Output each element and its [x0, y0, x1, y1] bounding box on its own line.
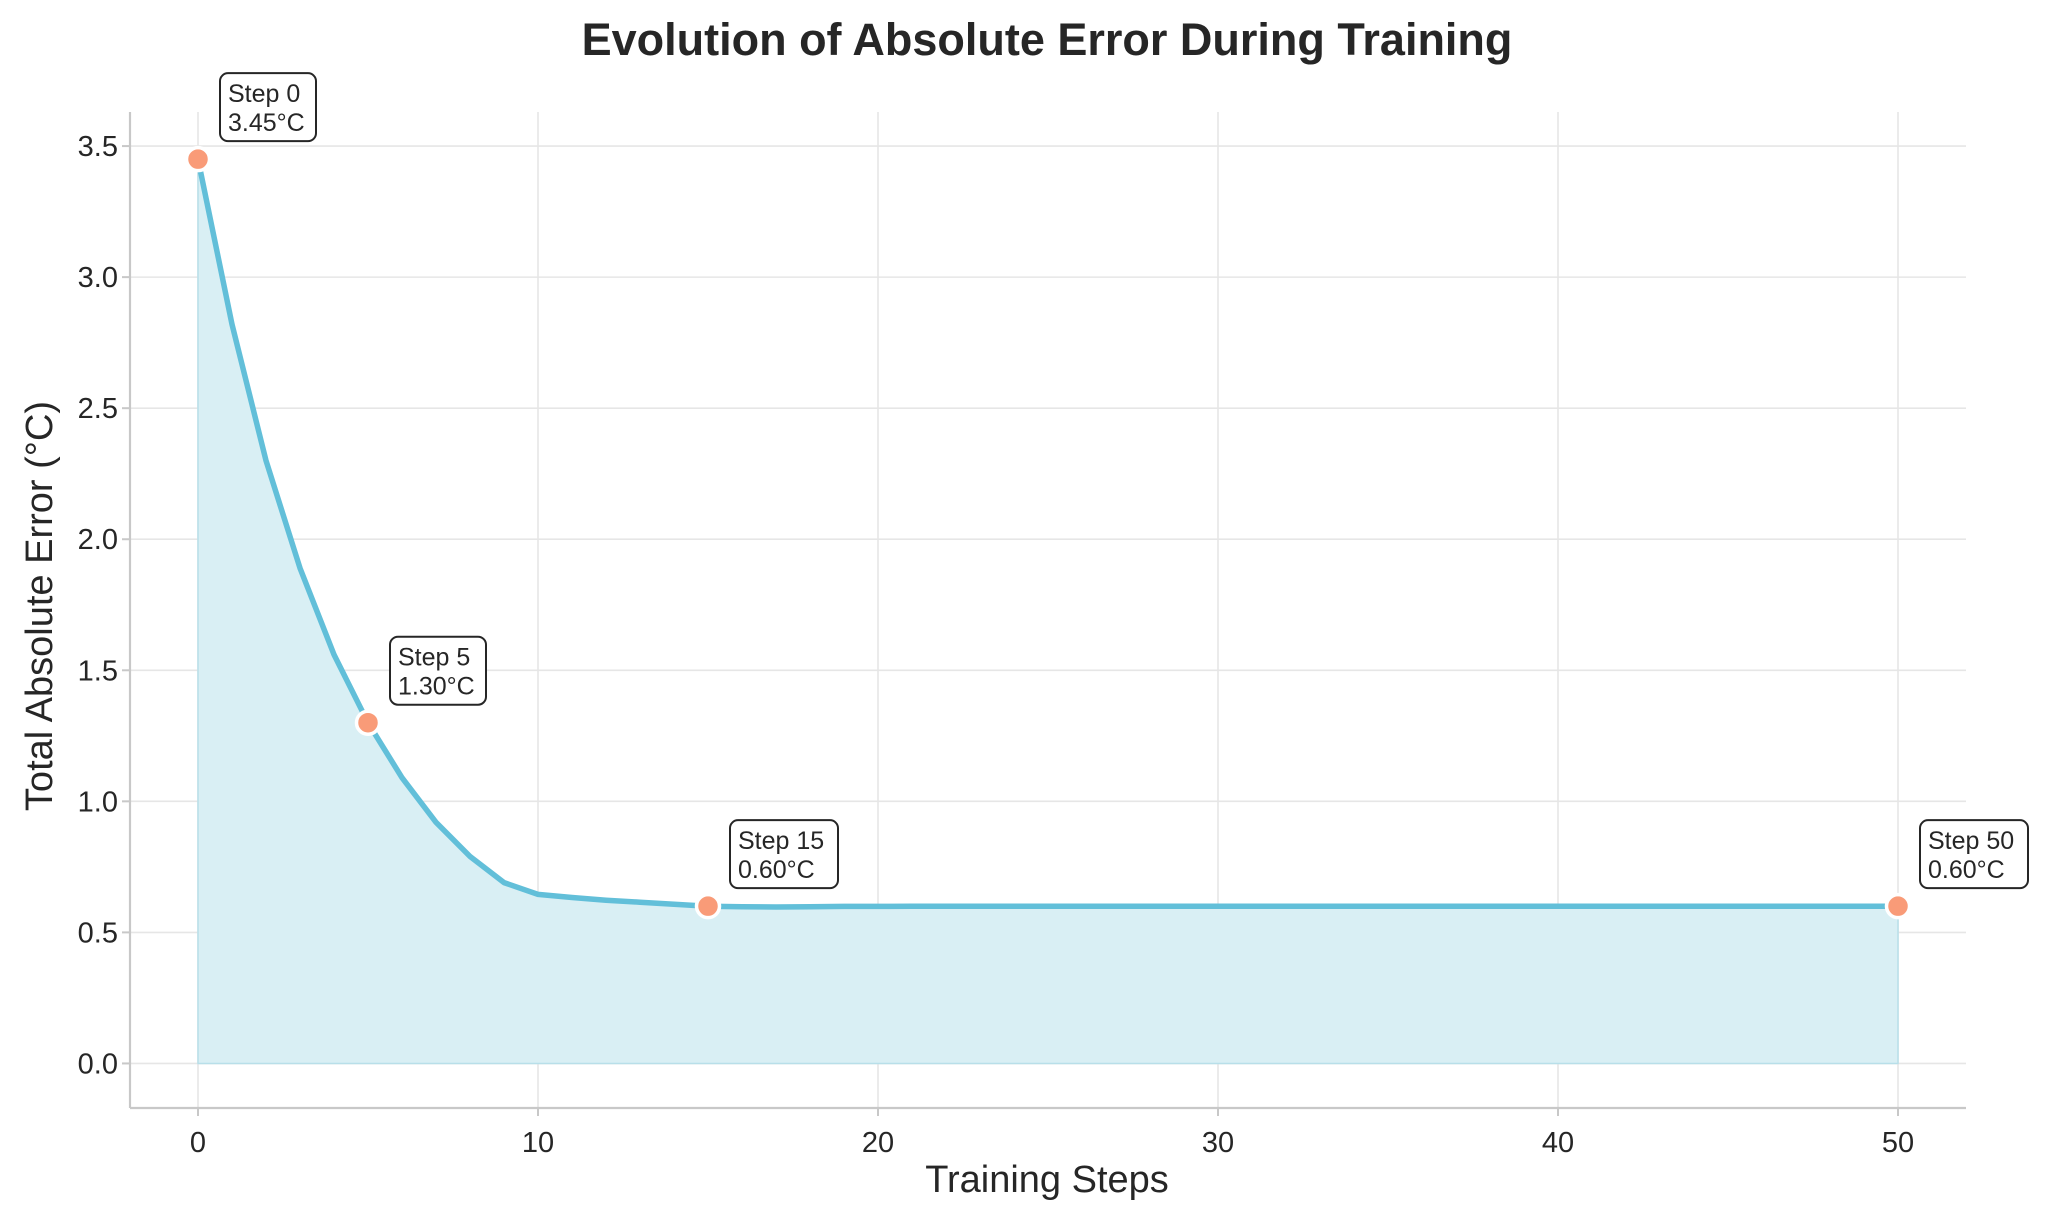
error-area	[197, 159, 1899, 1065]
annotation-box: Step 150.60°C	[729, 819, 839, 890]
x-tick-label: 30	[1202, 1127, 1234, 1159]
y-tick-label: 2.0	[78, 524, 118, 556]
x-tick-label: 20	[862, 1127, 894, 1159]
annotation-step: Step 0	[228, 80, 300, 108]
highlight-point	[694, 892, 722, 920]
annotation-value: 0.60°C	[1928, 856, 2005, 884]
highlight-point	[1884, 892, 1912, 920]
annotation-box: Step 500.60°C	[1919, 819, 2029, 890]
annotation-value: 0.60°C	[738, 856, 815, 884]
grid	[130, 112, 1966, 1108]
x-tick-label: 40	[1542, 1127, 1574, 1159]
annotation-step: Step 50	[1928, 827, 2014, 855]
x-ticks: 0 10 20 30 40 50	[190, 1108, 1914, 1159]
x-tick-label: 10	[522, 1127, 554, 1159]
y-tick-label: 1.5	[78, 655, 118, 687]
x-tick-label: 50	[1882, 1127, 1914, 1159]
annotation-step: Step 15	[738, 827, 824, 855]
annotation-box: Step 03.45°C	[219, 72, 317, 143]
annotation-frame	[1919, 819, 2029, 890]
annotation-frame	[389, 635, 487, 706]
annotation-box: Step 51.30°C	[389, 635, 487, 706]
x-axis-label: Training Steps	[925, 1159, 1169, 1201]
error-area-fill	[197, 159, 1899, 1065]
y-tick-label: 3.0	[78, 262, 118, 294]
highlight-point	[354, 709, 382, 736]
error-line-path	[195, 156, 1901, 910]
y-tick-label: 0.5	[78, 917, 118, 949]
highlight-point	[184, 145, 212, 173]
annotation-step: Step 5	[398, 644, 470, 672]
error-line	[195, 156, 1901, 910]
annotation-frame	[729, 819, 839, 890]
y-tick-label: 2.5	[78, 393, 118, 425]
y-ticks: 0.0 0.5 1.0 1.5 2.0 2.5 3.0 3.5	[78, 131, 130, 1080]
y-tick-label: 1.0	[78, 786, 118, 818]
y-tick-label: 3.5	[78, 131, 118, 163]
chart-title: Evolution of Absolute Error During Train…	[582, 14, 1513, 65]
annotation-value: 3.45°C	[228, 109, 305, 137]
y-tick-label: 0.0	[78, 1048, 118, 1080]
annotation-value: 1.30°C	[398, 673, 475, 701]
annotation-frame	[219, 72, 317, 143]
x-tick-label: 0	[190, 1127, 206, 1159]
highlight-markers	[184, 145, 1912, 920]
y-axis-label: Total Absolute Error (°C)	[19, 401, 61, 811]
